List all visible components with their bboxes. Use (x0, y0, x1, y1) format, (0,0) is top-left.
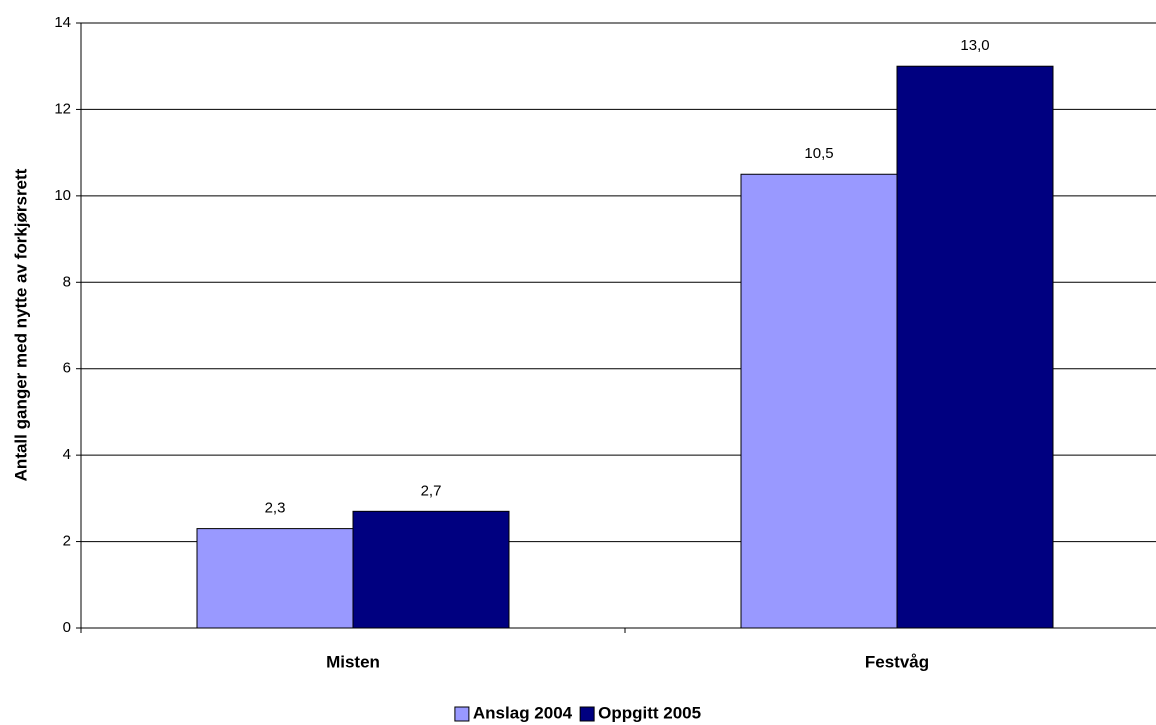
legend: Anslag 2004 Oppgitt 2005 (454, 703, 701, 722)
value-label: 10,5 (804, 145, 833, 162)
y-tick-label: 2 (63, 533, 71, 550)
bar (740, 173, 898, 629)
value-label: 2,7 (421, 482, 442, 499)
y-tick-label: 10 (54, 187, 71, 204)
y-tick-label: 6 (63, 360, 71, 377)
y-tick-label: 14 (54, 14, 71, 31)
y-tick-label: 0 (63, 619, 71, 636)
bar (352, 510, 510, 629)
y-axis-title: Antall ganger med nytte av forkjørsrett (11, 168, 30, 481)
legend-swatch (579, 706, 595, 722)
value-label: 2,3 (265, 500, 286, 517)
bar (196, 528, 354, 629)
x-tick-label: Festvåg (865, 652, 929, 671)
x-tick-label: Misten (326, 652, 380, 671)
bar (896, 65, 1054, 629)
y-tick-label: 4 (63, 446, 71, 463)
value-label: 13,0 (960, 37, 989, 54)
legend-label: Anslag 2004 (473, 703, 573, 722)
legend-swatch (454, 706, 470, 722)
y-tick-label: 8 (63, 273, 71, 290)
y-tick-label: 12 (54, 100, 71, 117)
legend-label: Oppgitt 2005 (598, 703, 701, 722)
